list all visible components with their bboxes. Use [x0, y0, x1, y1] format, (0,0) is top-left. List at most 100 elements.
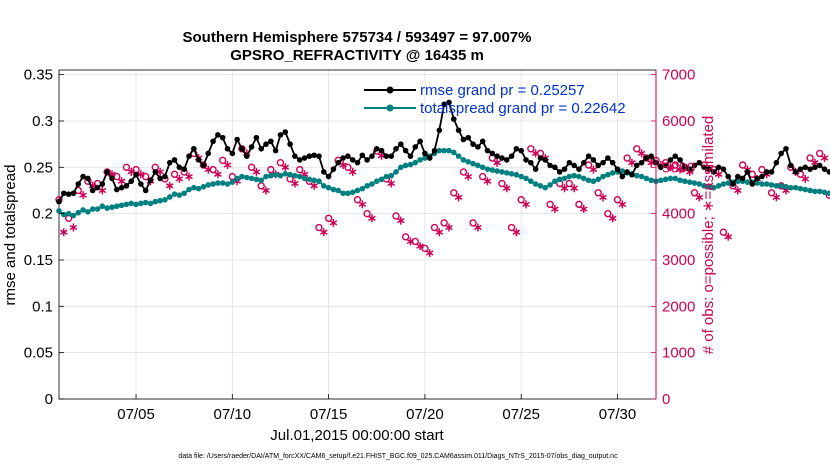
y-right-tick-label: 7000 — [662, 67, 695, 84]
series-rmse-point — [436, 127, 443, 134]
series-totalspread-point — [128, 200, 135, 207]
series-rmse-point — [248, 144, 255, 150]
series-rmse-point — [128, 178, 135, 185]
y-axis-left-label: rmse and totalspread — [2, 165, 19, 306]
series-layer — [55, 99, 830, 257]
obs-possible-point — [247, 163, 256, 172]
obs-assimilated-point — [483, 177, 492, 186]
series-totalspread-point — [701, 183, 707, 189]
obs-possible-point — [421, 244, 429, 253]
series-totalspread-point — [75, 209, 82, 216]
series-rmse-point — [725, 173, 732, 180]
obs-possible-point — [209, 165, 217, 174]
series-rmse-point — [667, 157, 674, 163]
series-totalspread-point — [176, 192, 183, 198]
series-rmse-point — [672, 153, 679, 159]
series-rmse-point — [272, 147, 279, 154]
series-totalspread-point — [402, 162, 409, 169]
series-totalspread — [56, 147, 830, 219]
series-totalspread-point — [441, 147, 447, 154]
series-totalspread-point — [306, 176, 313, 183]
footnote: data file: /Users/raeder/DAI/ATM_forcXX/… — [178, 453, 618, 460]
obs-possible-point — [411, 237, 419, 246]
obs-possible-point — [353, 196, 362, 204]
series-totalspread-point — [138, 200, 144, 207]
series-rmse-point — [821, 166, 828, 172]
obs-assimilated-point — [310, 181, 318, 190]
obs-possible-point — [440, 219, 448, 227]
y-right-tick-label: 1000 — [662, 345, 695, 362]
series-rmse-point — [89, 187, 96, 194]
series-rmse-point — [268, 138, 274, 145]
series-rmse-point — [431, 147, 438, 154]
obs-assimilated-point — [69, 223, 78, 232]
series-totalspread-point — [195, 185, 202, 192]
series-rmse-point — [537, 155, 544, 161]
y-left-tick-label: 0.3 — [32, 113, 53, 130]
series-totalspread-point — [638, 173, 645, 180]
series-totalspread-point — [80, 207, 86, 213]
obs-possible-point — [758, 165, 766, 174]
series-rmse-point — [176, 164, 183, 171]
series-totalspread-point — [788, 184, 794, 191]
series-totalspread-point — [181, 190, 187, 197]
series-rmse-point — [166, 159, 173, 166]
series-totalspread-point — [89, 206, 96, 212]
series-totalspread-point — [763, 181, 770, 187]
series-totalspread-point — [489, 167, 496, 173]
obs-assimilated-point — [647, 158, 655, 167]
series-totalspread-point — [224, 181, 231, 187]
series-rmse-point — [205, 150, 212, 157]
series-rmse-point — [797, 166, 804, 172]
series-rmse-point — [138, 181, 144, 187]
series-totalspread-point — [61, 211, 67, 218]
series-totalspread-point — [571, 172, 577, 179]
series-totalspread-point — [576, 173, 582, 180]
chart-title: Southern Hemisphere 575734 / 593497 = 97… — [183, 29, 532, 46]
legend-rmse-label: rmse grand pr = 0.25257 — [420, 82, 585, 99]
series-rmse-point — [484, 147, 491, 154]
series-rmse-point — [528, 159, 534, 166]
series-totalspread-point — [667, 175, 674, 182]
series-totalspread-point — [826, 190, 830, 197]
series-totalspread-point — [70, 212, 77, 219]
series-rmse-point — [186, 153, 192, 159]
series-rmse-point — [686, 166, 693, 172]
series-totalspread-point — [369, 181, 375, 187]
obs-assimilated-point — [185, 172, 193, 181]
series-totalspread-point — [807, 187, 813, 194]
series-rmse-point — [735, 173, 741, 180]
series-rmse-point — [181, 166, 187, 172]
series-rmse-point — [104, 169, 110, 175]
x-tick-label: 07/15 — [310, 406, 348, 423]
series-totalspread-point — [316, 178, 322, 185]
series-rmse-point — [229, 150, 236, 157]
series-totalspread-point — [272, 171, 279, 178]
series-totalspread-point — [248, 175, 255, 182]
series-totalspread-point — [133, 201, 139, 208]
obs-assimilated-point — [522, 200, 530, 209]
series-totalspread-point — [340, 190, 346, 197]
obs-assimilated-point — [435, 228, 444, 237]
series-rmse-point — [61, 190, 67, 197]
series-rmse-point — [648, 153, 654, 159]
series-rmse-point — [614, 166, 621, 172]
series-rmse-point — [590, 157, 597, 163]
series-totalspread-point — [234, 175, 240, 182]
series-rmse-point — [778, 150, 784, 157]
series-totalspread-point — [720, 181, 727, 187]
series-rmse-point — [460, 136, 467, 143]
series-totalspread-point — [484, 166, 491, 172]
series-rmse-point — [489, 150, 496, 157]
obs-assimilated-point — [281, 163, 290, 172]
series-totalspread-point — [715, 183, 722, 189]
series-totalspread-point — [537, 183, 544, 189]
series-rmse-point — [508, 153, 515, 159]
series-totalspread-point — [797, 185, 804, 192]
series-rmse-point — [542, 157, 549, 163]
series-rmse-point — [638, 159, 645, 166]
series-totalspread-point — [662, 176, 669, 183]
obs-assimilated-point — [618, 200, 627, 209]
series-rmse-point — [547, 162, 553, 169]
obs-possible-point — [633, 145, 641, 153]
